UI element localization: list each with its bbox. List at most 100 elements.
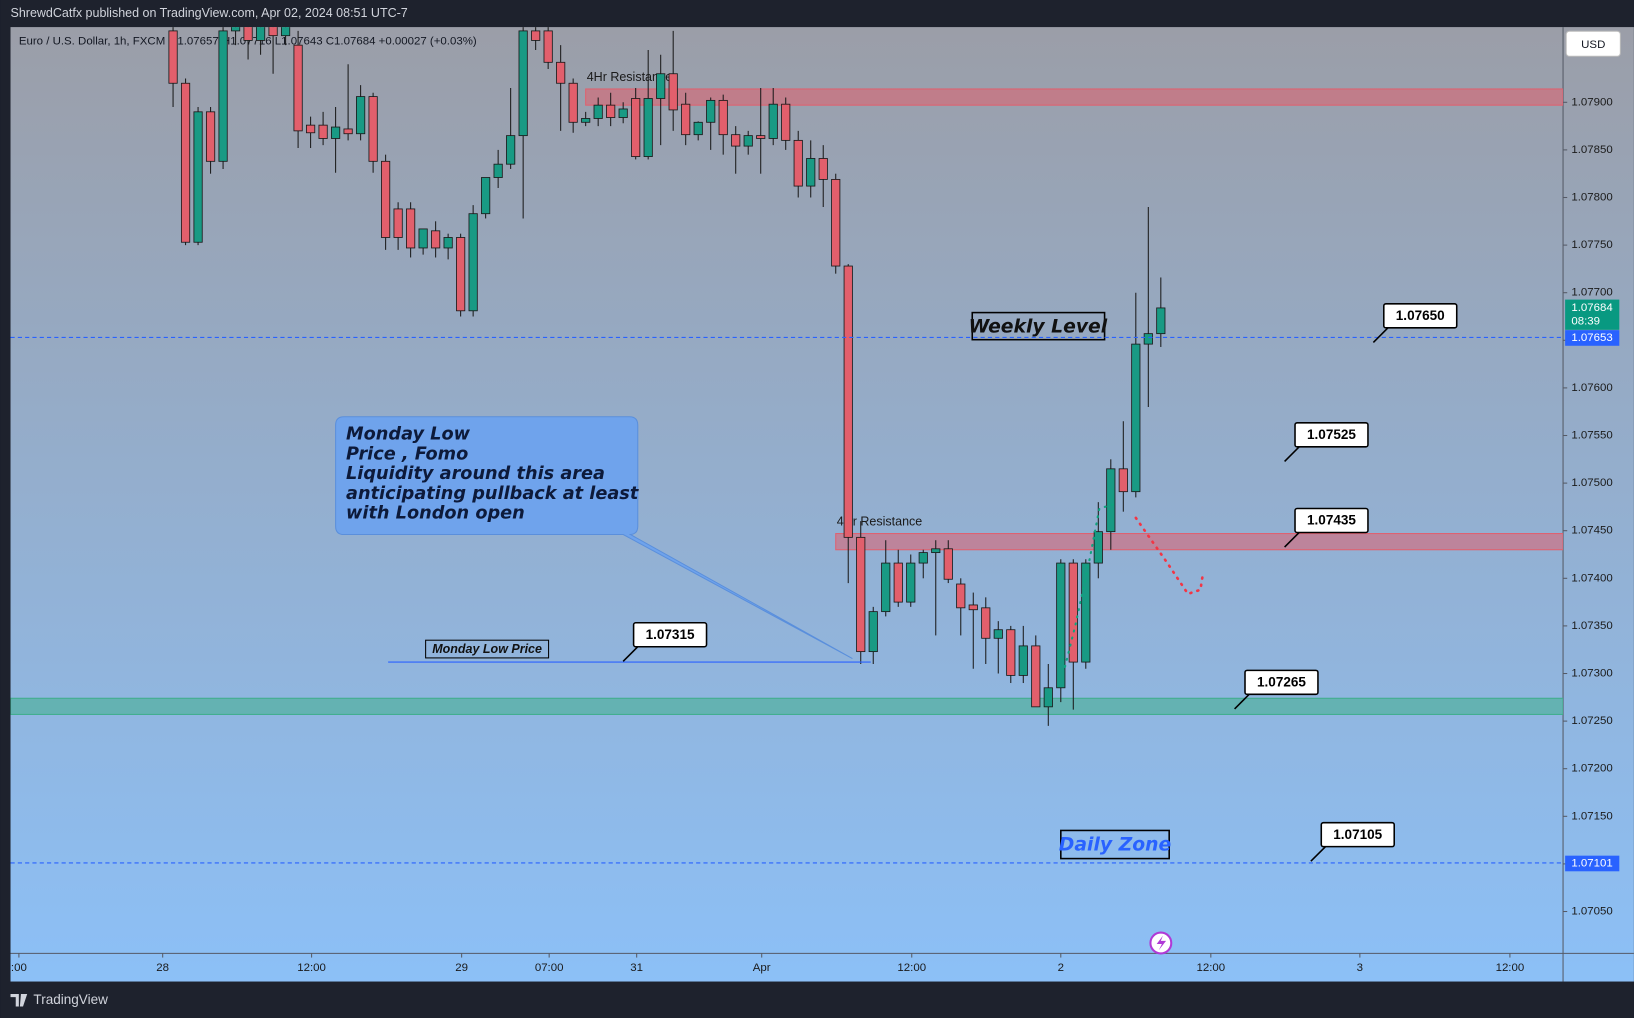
callout-box <box>632 621 708 648</box>
candle-body <box>906 562 916 603</box>
candle-body <box>1056 562 1066 689</box>
candle-body <box>931 548 941 554</box>
candle-body <box>893 562 903 603</box>
candle-body <box>631 98 641 157</box>
candle-body <box>243 27 253 41</box>
callout-pointer <box>1234 693 1250 710</box>
last-price-tag <box>1565 299 1620 330</box>
candle-body <box>918 552 928 564</box>
note-line: anticipating pullback at least <box>346 484 639 504</box>
callout-label: 1.07650 <box>1396 308 1445 323</box>
candle-body <box>668 73 678 111</box>
y-tick-label: 1.07400 <box>1571 572 1612 584</box>
zone <box>10 697 1564 715</box>
note-line: with London open <box>346 504 525 524</box>
candle-body <box>681 103 691 136</box>
callout-pointer <box>1310 846 1326 862</box>
x-tick-label: 12:00 <box>1196 962 1225 974</box>
currency-button[interactable] <box>1565 30 1621 57</box>
last-price-label: 1.07684 <box>1571 302 1613 314</box>
y-tick-label: 1.07200 <box>1571 763 1612 775</box>
candle-body <box>193 111 203 243</box>
y-tick-label: 1.07750 <box>1571 239 1612 251</box>
candle-body <box>468 213 478 312</box>
publisher: ShrewdCatfx published on TradingView.com… <box>11 6 408 20</box>
candle-body <box>1068 562 1078 663</box>
ohlc-open: O1.07657 <box>168 36 218 48</box>
y-tick-label: 1.07300 <box>1571 668 1612 680</box>
callout-box <box>1320 821 1395 848</box>
candle-body <box>643 98 653 157</box>
candle-body <box>493 163 503 178</box>
candle-body <box>318 124 328 139</box>
candle-body <box>1043 687 1053 708</box>
y-tick-label: 1.07500 <box>1571 477 1612 489</box>
callout-label: 1.07435 <box>1307 513 1356 528</box>
candle-body <box>693 121 703 136</box>
x-tick-label: :00 <box>11 962 27 974</box>
callout-pointer <box>1372 327 1389 343</box>
price-tag <box>1565 330 1620 346</box>
candle-body <box>331 126 341 139</box>
candle-body <box>343 128 353 135</box>
candle-body <box>293 44 303 132</box>
candle-body <box>793 139 803 187</box>
candle-body <box>556 61 566 84</box>
candle-body <box>531 30 541 41</box>
daily-label-box <box>1060 829 1170 860</box>
candle-body <box>581 118 591 123</box>
candle-body <box>1031 645 1041 708</box>
path-dots <box>1063 502 1119 668</box>
monday-low-box <box>425 639 550 659</box>
y-tick-label: 1.07450 <box>1571 525 1612 537</box>
candle-body <box>230 27 241 32</box>
ohlc-close: C1.07684 <box>326 36 376 48</box>
zone-label: 4Hr Resistance <box>837 514 922 528</box>
callout-pointer <box>1284 531 1300 548</box>
candle-body <box>881 562 891 613</box>
y-tick-label: 1.07250 <box>1571 715 1612 727</box>
candle-body <box>1156 307 1166 335</box>
projection-dots <box>1134 516 1204 596</box>
candle-body <box>1143 333 1153 345</box>
ohlc-low: L1.07643 <box>275 36 323 48</box>
candle-body <box>843 265 853 538</box>
y-tick-label: 1.07150 <box>1571 810 1612 822</box>
y-tick-label: 1.07050 <box>1571 906 1612 918</box>
currency: USD <box>1581 39 1605 51</box>
candle-body <box>993 629 1003 639</box>
candle-body <box>255 27 266 41</box>
candle-body <box>180 82 191 243</box>
callout-box <box>1383 303 1458 329</box>
note-box <box>335 416 853 659</box>
daily-label: Daily Zone <box>1059 835 1171 856</box>
candle-body <box>1118 468 1128 493</box>
zone <box>835 533 1564 551</box>
symbol-legend: Euro / U.S. Dollar, 1h, FXCM O1.07657 H1… <box>19 36 477 48</box>
candle-body <box>1006 629 1016 676</box>
weekly-label-box <box>971 311 1106 341</box>
note-line: Monday Low <box>346 424 471 444</box>
price-tag-label: 1.07653 <box>1571 332 1612 344</box>
brand: TradingView <box>33 992 108 1007</box>
note-line: Liquidity around this area <box>346 464 605 484</box>
symbol: Euro / U.S. Dollar, 1h, FXCM <box>19 36 165 48</box>
callout-box <box>1294 507 1369 534</box>
callout-pointer <box>1284 446 1300 462</box>
candle-body <box>306 124 316 134</box>
ohlc-change: +0.00027 (+0.03%) <box>379 36 477 48</box>
candle-body <box>393 208 403 238</box>
brand-logo <box>10 994 28 1007</box>
candle-body <box>956 583 966 609</box>
x-tick-label: 12:00 <box>297 962 326 974</box>
y-tick-label: 1.07900 <box>1571 96 1612 108</box>
candle-body <box>168 30 178 84</box>
candle-body <box>443 237 453 249</box>
x-tick-label: 31 <box>630 962 643 974</box>
note-line: Price , Fomo <box>346 444 468 464</box>
candle-body <box>356 96 366 135</box>
callout-label: 1.07525 <box>1307 427 1356 442</box>
candle-body <box>831 178 841 267</box>
y-tick-label: 1.07350 <box>1571 620 1612 632</box>
callout-label: 1.07105 <box>1333 827 1382 842</box>
